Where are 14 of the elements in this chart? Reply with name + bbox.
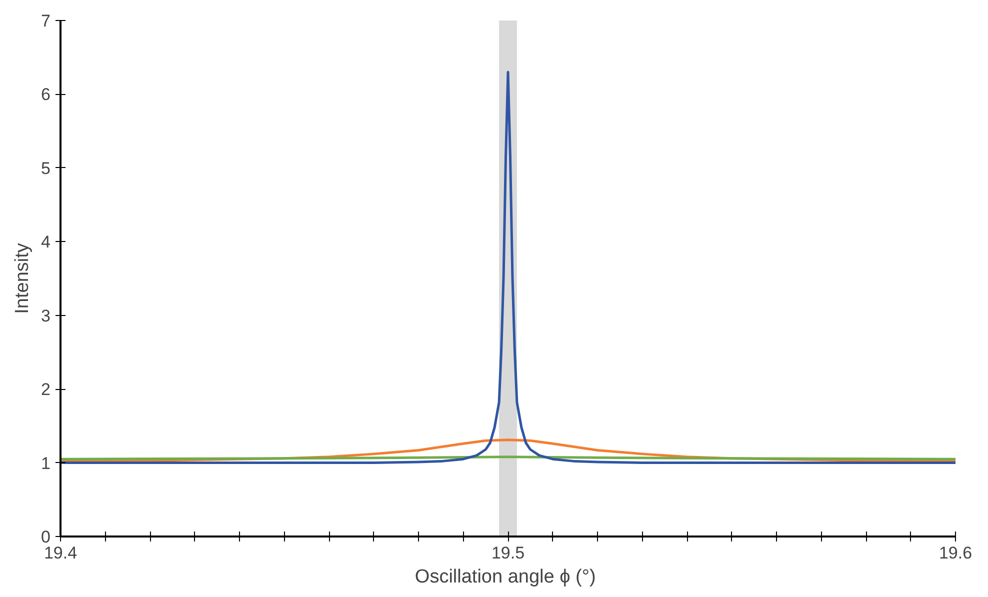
x-tick-label: 19.6 (938, 544, 972, 562)
y-axis-title: Intensity (12, 242, 34, 314)
y-tick-label: 5 (41, 158, 51, 178)
x-axis-title: Oscillation angle ϕ (°) (414, 566, 596, 588)
y-tick-label: 2 (41, 380, 51, 400)
y-tick-label: 0 (41, 528, 51, 546)
y-tick-label: 1 (41, 454, 51, 473)
y-tick-label: 3 (41, 306, 51, 326)
x-tick-label: 19.5 (491, 544, 525, 562)
x-tick-label: 19.4 (44, 544, 78, 562)
y-tick-label: 4 (41, 232, 51, 252)
line-series (60, 70, 956, 464)
y-tick-label: 7 (41, 12, 51, 30)
y-tick-label: 6 (41, 85, 51, 104)
